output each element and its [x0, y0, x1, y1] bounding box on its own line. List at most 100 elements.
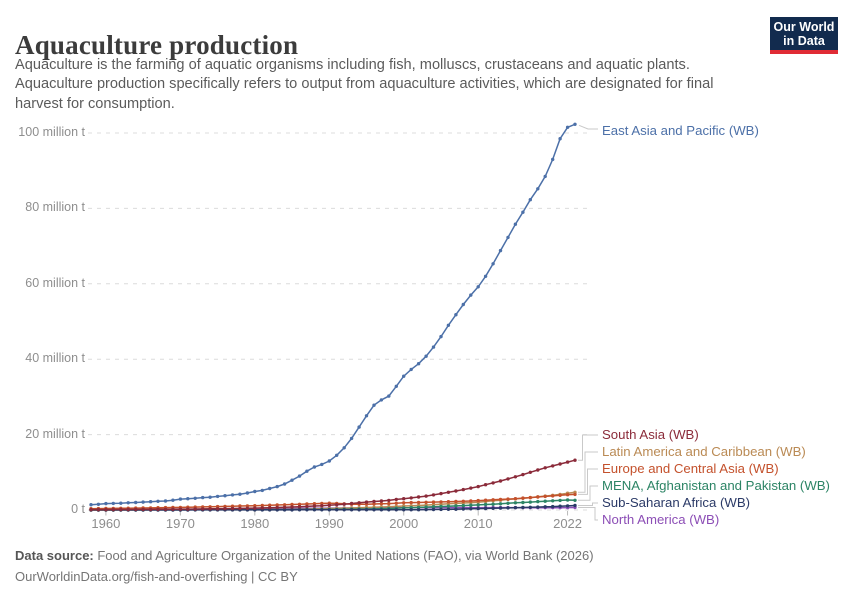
series-point-south-asia [521, 472, 525, 477]
chart-footer: Data source: Food and Agriculture Organi… [15, 545, 594, 587]
series-label-europe-central-asia[interactable]: Europe and Central Asia (WB) [602, 460, 779, 476]
series-point-mena-afghanistan-pakistan [543, 499, 547, 503]
series-point-mena-afghanistan-pakistan [439, 504, 443, 509]
series-point-east-asia-pacific [223, 494, 227, 498]
series-label-north-america[interactable]: North America (WB) [602, 511, 720, 527]
series-point-south-asia [89, 507, 93, 512]
series-point-south-asia [320, 504, 324, 508]
series-point-south-asia [215, 507, 220, 511]
series-point-south-asia [551, 464, 555, 468]
data-source-text: Food and Agriculture Organization of the… [93, 548, 594, 563]
x-axis-tick-label: 1960 [91, 516, 121, 531]
series-point-sub-saharan-africa [357, 508, 361, 512]
series-point-mena-afghanistan-pakistan [521, 500, 525, 505]
series-point-east-asia-pacific [357, 425, 361, 429]
series-line-south-asia[interactable] [91, 459, 576, 511]
label-connector-sub-saharan-africa [578, 502, 598, 506]
series-point-sub-saharan-africa [372, 508, 376, 512]
series-point-east-asia-pacific [245, 491, 250, 495]
series-point-south-asia [476, 484, 480, 489]
series-point-south-asia [402, 497, 406, 501]
series-point-east-asia-pacific [119, 501, 123, 505]
label-connector-south-asia [578, 434, 598, 461]
series-point-europe-central-asia [528, 495, 532, 500]
data-source-line: Data source: Food and Agriculture Organi… [15, 545, 594, 566]
series-point-sub-saharan-africa [424, 507, 428, 512]
series-point-south-asia [506, 477, 510, 481]
series-point-east-asia-pacific [96, 502, 101, 506]
series-point-europe-central-asia [513, 497, 518, 501]
series-point-europe-central-asia [506, 497, 510, 501]
series-point-sub-saharan-africa [305, 508, 309, 512]
series-point-south-asia [357, 501, 361, 505]
series-point-south-asia [96, 507, 101, 512]
series-point-europe-central-asia [491, 498, 495, 502]
series-point-south-asia [416, 495, 421, 499]
series-point-sub-saharan-africa [320, 508, 324, 512]
series-point-south-asia [238, 506, 242, 511]
series-point-east-asia-pacific [282, 482, 287, 486]
series-label-south-asia[interactable]: South Asia (WB) [602, 426, 699, 442]
series-point-south-asia [379, 499, 384, 503]
series-point-south-asia [230, 506, 235, 511]
series-point-east-asia-pacific [491, 262, 495, 266]
series-point-south-asia [148, 507, 153, 512]
series-point-east-asia-pacific [186, 497, 190, 501]
series-point-europe-central-asia [521, 496, 525, 500]
series-point-south-asia [558, 462, 562, 466]
chart-subtitle: Aquaculture is the farming of aquatic or… [15, 56, 775, 114]
series-point-sub-saharan-africa [565, 504, 570, 508]
series-point-europe-central-asia [394, 501, 398, 505]
series-point-europe-central-asia [446, 500, 451, 504]
series-point-europe-central-asia [439, 500, 443, 504]
series-point-south-asia [372, 499, 376, 504]
series-point-sub-saharan-africa [431, 507, 436, 512]
series-label-east-asia-pacific[interactable]: East Asia and Pacific (WB) [602, 122, 759, 138]
series-point-sub-saharan-africa [297, 508, 302, 512]
series-point-east-asia-pacific [104, 501, 108, 506]
y-axis-tick-label: 60 million t [25, 275, 85, 290]
y-axis-tick-label: 80 million t [25, 200, 85, 215]
series-point-sub-saharan-africa [498, 506, 503, 510]
series-point-sub-saharan-africa [379, 508, 384, 512]
series-point-europe-central-asia [238, 504, 242, 508]
series-point-south-asia [335, 503, 339, 507]
series-label-latin-america-caribbean[interactable]: Latin America and Caribbean (WB) [602, 443, 806, 459]
series-point-east-asia-pacific [171, 498, 175, 502]
series-point-south-asia [126, 507, 130, 512]
series-point-south-asia [111, 507, 116, 512]
series-point-east-asia-pacific [498, 248, 503, 253]
series-point-sub-saharan-africa [528, 505, 532, 509]
series-point-east-asia-pacific [126, 501, 130, 505]
owid-logo[interactable]: Our World in Data [770, 17, 838, 54]
series-point-south-asia [513, 475, 518, 479]
series-point-south-asia [349, 501, 354, 506]
series-point-sub-saharan-africa [543, 505, 547, 509]
series-point-south-asia [491, 481, 495, 485]
owid-logo-line2: in Data [783, 34, 825, 48]
credit-line[interactable]: OurWorldinData.org/fish-and-overfishing … [15, 569, 298, 584]
series-label-mena-afghanistan-pakistan[interactable]: MENA, Afghanistan and Pakistan (WB) [602, 477, 830, 493]
series-point-south-asia [297, 505, 302, 509]
series-point-sub-saharan-africa [290, 508, 294, 512]
series-point-south-asia [171, 507, 175, 511]
series-line-east-asia-pacific[interactable] [90, 123, 576, 506]
series-point-east-asia-pacific [320, 462, 324, 467]
series-point-east-asia-pacific [163, 499, 168, 503]
series-point-east-asia-pacific [349, 436, 354, 441]
series-label-sub-saharan-africa[interactable]: Sub-Saharan Africa (WB) [602, 494, 751, 510]
series-point-europe-central-asia [536, 495, 540, 499]
y-axis-tick-label: 100 million t [18, 125, 85, 139]
series-point-south-asia [469, 486, 473, 490]
series-point-europe-central-asia [416, 500, 421, 505]
series-point-south-asia [260, 506, 264, 510]
series-point-south-asia [461, 487, 465, 492]
series-point-east-asia-pacific [402, 374, 406, 378]
series-point-mena-afghanistan-pakistan [491, 502, 495, 506]
series-point-east-asia-pacific [409, 367, 413, 372]
series-point-east-asia-pacific [201, 495, 205, 500]
series-point-east-asia-pacific [193, 496, 197, 500]
series-point-mena-afghanistan-pakistan [469, 503, 473, 507]
